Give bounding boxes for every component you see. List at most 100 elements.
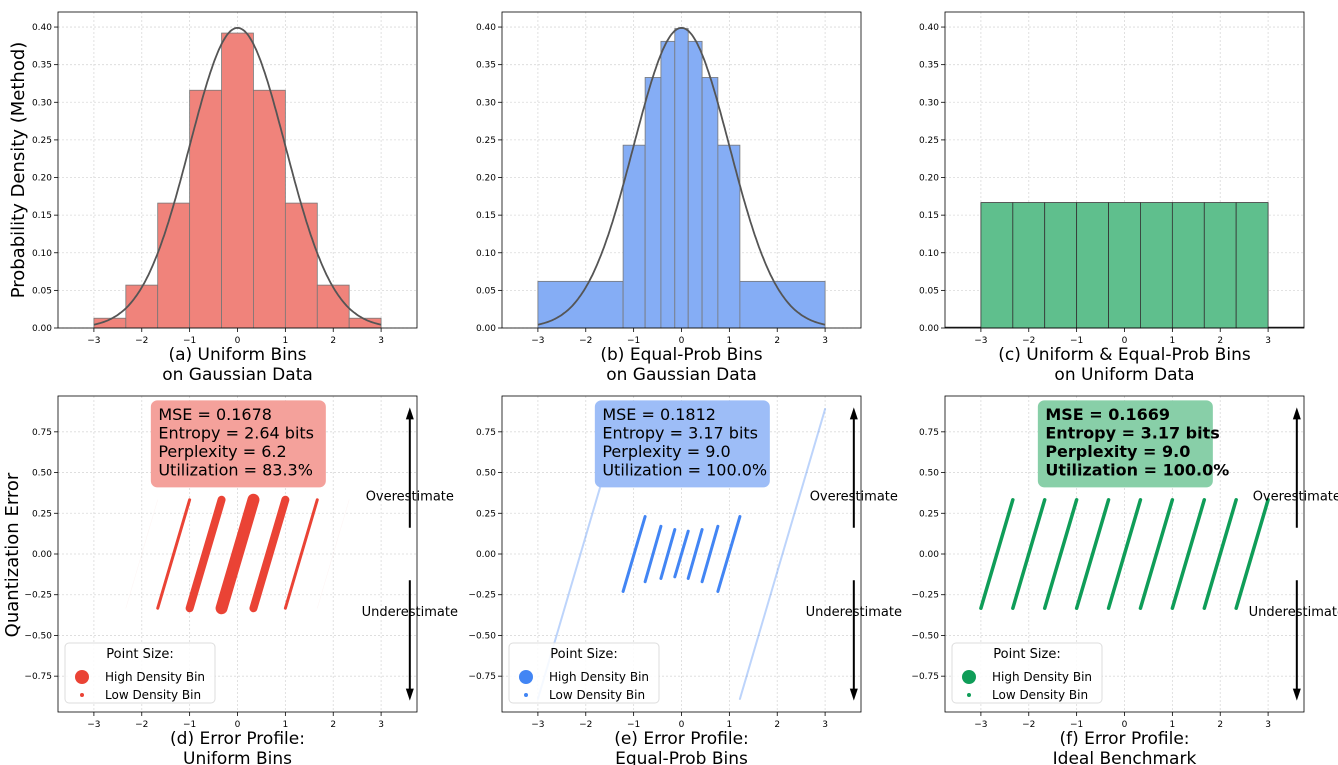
x-tick-label: 3 [822,336,828,346]
legend-low-density-label: Low Density Bin [549,688,645,702]
histogram-bar [1203,202,1237,329]
underestimate-arrowhead [405,688,414,701]
gaussian-pdf-curve [537,26,826,326]
x-tick-label: −3 [531,720,544,730]
overestimate-label: Overestimate [1253,489,1338,504]
histogram-bar [687,40,703,329]
subplot-c: −3 −2 −1 0 1 2 3 0.00 0.05 0.10 0.15 0.20 0.25 0.30 0.… [919,11,1305,385]
subplot-title-line-1: (b) Equal-Prob Bins [600,345,762,365]
subplot-b: −3 −2 −1 0 1 2 3 0.00 0.05 0.10 0.15 0.20 0.25 0.30 0.… [476,11,862,385]
stats-box [594,400,770,488]
axes-frame [57,395,418,713]
error-segment [700,524,720,584]
x-tick-label: 0 [235,336,241,346]
error-segment [738,408,827,700]
y-tick-label: 0.75 [476,428,496,438]
y-tick-label: 0.25 [476,136,496,146]
x-tick-label: −2 [135,720,148,730]
y-tick-label: 0.00 [476,550,496,560]
histogram-bar [157,202,191,329]
x-tick-label: 1 [1169,720,1175,730]
error-segment [1042,498,1079,610]
top-row-ylabel: Probability Density (Method) [8,42,29,299]
y-tick-label: 0.10 [919,249,939,259]
axes-frame [501,395,862,713]
y-tick-label: 0.00 [476,324,496,334]
x-tick-label: 2 [1217,720,1223,730]
x-tick-label: −2 [579,336,592,346]
x-tick-label: −2 [1022,336,1035,346]
subplot-title-line-2: on Gaussian Data [606,365,757,385]
subplot-title-line-1: (d) Error Profile: [170,729,305,749]
y-tick-label: 0.35 [919,61,939,71]
subplot-title-line-2: on Uniform Data [1054,365,1194,385]
y-tick-label: 0.25 [32,136,52,146]
subplot-title-line-2: Equal-Prob Bins [615,749,748,765]
axes-frame [501,11,862,329]
y-tick-label: 0.50 [476,469,496,479]
y-tick-label: 0.30 [476,98,496,108]
error-segment [249,495,290,613]
y-tick-label: 0.15 [919,211,939,221]
y-tick-label: 0.00 [919,324,939,334]
x-tick-label: 1 [726,720,732,730]
underestimate-arrowhead [849,688,858,701]
axes-frame [944,395,1305,713]
x-tick-label: −1 [183,720,196,730]
stats-line: MSE = 0.1678 [158,405,272,424]
gaussian-pdf-curve [93,26,382,326]
subplot-a: −3 −2 −1 0 1 2 3 0.00 0.05 0.10 0.15 0.20 0.25 0.30 0.… [32,11,418,385]
x-tick-label: −1 [627,336,640,346]
y-tick-label: −0.75 [911,672,939,682]
legend-low-density-label: Low Density Bin [992,688,1088,702]
x-tick-label: −3 [87,336,100,346]
x-tick-label: 0 [1122,720,1128,730]
y-tick-label: 0.75 [919,428,939,438]
x-tick-label: 3 [822,720,828,730]
y-tick-label: −0.25 [468,591,496,601]
y-tick-label: 0.50 [32,469,52,479]
y-tick-label: 0.05 [32,286,52,296]
y-tick-label: 0.05 [919,286,939,296]
y-tick-label: 0.15 [32,211,52,221]
histogram-bar [1140,202,1173,329]
y-tick-label: 0.50 [919,469,939,479]
legend-box [64,642,216,704]
x-tick-label: 1 [282,720,288,730]
y-tick-label: 0.25 [919,509,939,519]
underestimate-arrowhead [1292,688,1301,701]
axes-frame [944,11,1305,329]
x-tick-label: 1 [282,336,288,346]
y-tick-label: 0.00 [919,550,939,560]
y-tick-label: 0.10 [32,249,52,259]
y-tick-label: −0.75 [468,672,496,682]
y-tick-label: 0.35 [32,61,52,71]
legend-high-density-marker [519,670,533,684]
x-tick-label: −3 [974,336,987,346]
stats-line: Perplexity = 6.2 [158,442,286,461]
x-tick-label: 1 [1169,336,1175,346]
error-segment [686,528,704,580]
legend-high-density-label: High Density Bin [105,670,205,684]
subplot-title-line-2: on Gaussian Data [162,365,313,385]
x-tick-label: 3 [378,720,384,730]
error-segment [317,499,350,609]
x-tick-label: 2 [774,336,780,346]
y-tick-label: 0.00 [32,324,52,334]
x-tick-label: 2 [330,336,336,346]
error-segment [125,499,158,609]
y-tick-label: 0.25 [476,509,496,519]
x-tick-label: −1 [183,336,196,346]
underestimate-label: Underestimate [1249,605,1338,620]
stats-line: Utilization = 100.0% [1045,460,1229,479]
subplot-title-line-1: (e) Error Profile: [614,729,749,749]
overestimate-arrowhead [849,407,858,420]
overestimate-label: Overestimate [366,489,454,504]
x-tick-label: −3 [531,336,544,346]
error-segment [1011,498,1047,610]
stats-box [150,400,326,488]
legend-box [951,642,1103,704]
histogram-bar [125,284,159,329]
legend-low-density-marker [80,693,84,697]
legend-high-density-marker [962,670,976,684]
